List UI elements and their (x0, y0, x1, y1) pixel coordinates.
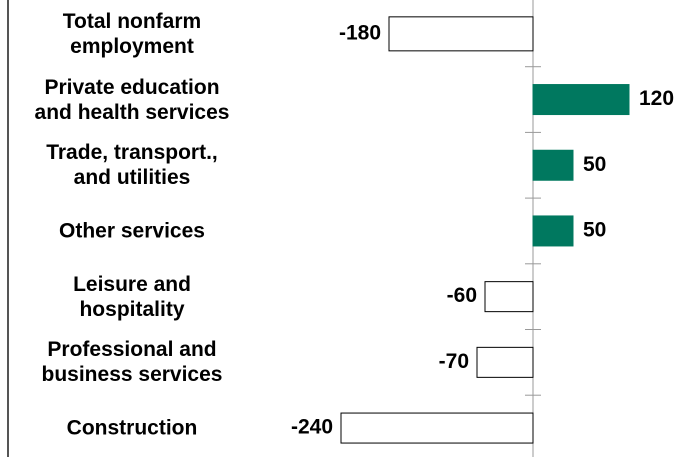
category-label: Construction (66, 416, 198, 440)
value-label: -60 (447, 284, 477, 307)
value-label: -180 (339, 21, 381, 44)
category-label: Trade, transport., and utilities (46, 141, 218, 190)
category-label: Professional and business services (41, 338, 223, 387)
bar (340, 412, 534, 444)
value-label: 120 (639, 87, 674, 110)
value-label: -240 (291, 416, 333, 439)
bar (532, 149, 574, 181)
bar (532, 215, 574, 247)
category-label: Total nonfarm employment (62, 9, 202, 58)
bar (484, 281, 534, 313)
bar (476, 346, 534, 378)
value-label: -70 (439, 350, 469, 373)
value-label: 50 (583, 153, 606, 176)
category-label: Leisure and hospitality (73, 272, 191, 321)
value-label: 50 (583, 218, 606, 241)
category-label: Private education and health services (34, 75, 230, 124)
category-label: Other services (59, 219, 205, 243)
bar (532, 84, 630, 116)
bar (388, 16, 534, 52)
